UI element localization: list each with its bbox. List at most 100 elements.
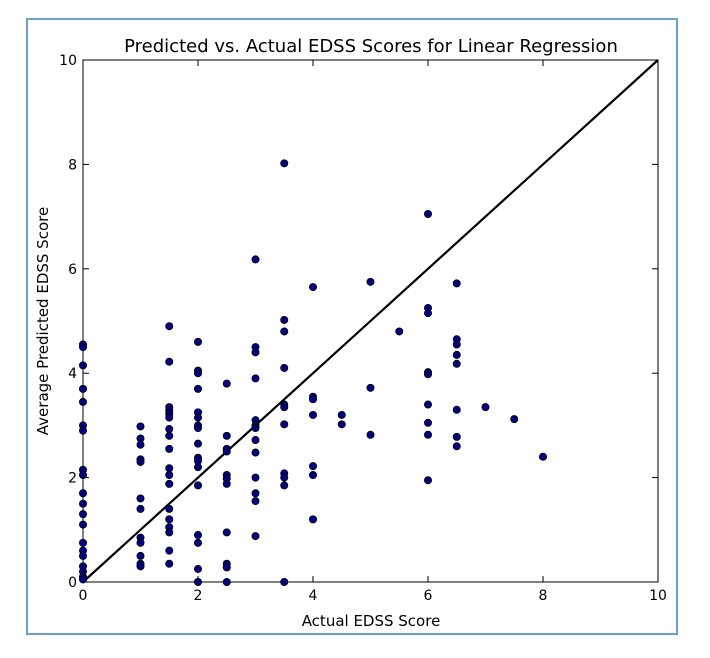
data-point (251, 436, 260, 445)
data-point (79, 499, 88, 508)
data-point (251, 374, 260, 383)
data-point (452, 359, 461, 368)
data-point (136, 551, 145, 560)
y-tick-label: 4 (68, 366, 77, 382)
data-point (308, 395, 317, 404)
x-tick-label: 4 (309, 588, 318, 604)
data-point (510, 415, 519, 424)
data-point (251, 489, 260, 498)
data-point (452, 350, 461, 359)
data-point (79, 538, 88, 547)
data-point (251, 255, 260, 264)
data-point (79, 361, 88, 370)
data-point (193, 439, 202, 448)
reference-line (82, 59, 659, 583)
data-point (280, 327, 289, 336)
data-point (165, 425, 174, 434)
data-point (79, 426, 88, 435)
data-point (395, 327, 404, 336)
x-axis-title: Actual EDSS Score (302, 612, 441, 630)
data-point (79, 575, 88, 584)
data-point (79, 510, 88, 519)
data-point (481, 403, 490, 412)
data-point (193, 384, 202, 393)
data-point (136, 538, 145, 547)
y-tick-label: 10 (59, 53, 77, 69)
data-point (222, 479, 231, 488)
data-point (452, 432, 461, 441)
data-point (79, 489, 88, 498)
data-point (452, 405, 461, 414)
data-point (251, 448, 260, 457)
data-point (193, 578, 202, 587)
x-tick-label: 6 (424, 588, 433, 604)
data-point (193, 337, 202, 346)
data-point (251, 424, 260, 433)
data-point (280, 403, 289, 412)
x-tick-label: 0 (79, 588, 88, 604)
data-point (193, 424, 202, 433)
data-point (280, 315, 289, 324)
x-tick-label: 2 (194, 588, 203, 604)
axis-tick-labels: 0 2 4 6 8 10 0 2 4 6 8 10 (59, 53, 667, 604)
data-point (308, 410, 317, 419)
data-point (165, 464, 174, 473)
data-point (452, 442, 461, 451)
data-point (222, 528, 231, 537)
data-point (136, 562, 145, 571)
data-point (222, 379, 231, 388)
data-point (165, 515, 174, 524)
data-point (79, 470, 88, 479)
data-point (423, 209, 432, 218)
data-point (539, 452, 548, 461)
data-point (165, 504, 174, 513)
data-point (452, 340, 461, 349)
data-point (136, 494, 145, 503)
data-point (308, 515, 317, 524)
data-point (251, 473, 260, 482)
data-point (165, 528, 174, 537)
data-point (222, 447, 231, 456)
y-tick-label: 2 (68, 471, 77, 487)
data-point (423, 309, 432, 318)
data-point (366, 277, 375, 286)
data-point (280, 481, 289, 490)
data-point (222, 578, 231, 587)
data-point (423, 400, 432, 409)
data-point (280, 578, 289, 587)
data-point (165, 413, 174, 422)
data-point (79, 384, 88, 393)
data-point (193, 369, 202, 378)
y-tick-label: 0 (68, 575, 77, 591)
data-point (280, 363, 289, 372)
data-point (193, 481, 202, 490)
y-axis-title: Average Predicted EDSS Score (34, 207, 52, 435)
data-point (366, 430, 375, 439)
data-point (251, 497, 260, 506)
data-point (222, 563, 231, 572)
x-tick-label: 8 (539, 588, 548, 604)
data-point (423, 430, 432, 439)
data-point (79, 343, 88, 352)
data-point (280, 420, 289, 429)
data-point (165, 546, 174, 555)
data-point (251, 532, 260, 541)
y-tick-label: 8 (68, 157, 77, 173)
data-point (193, 413, 202, 422)
data-point (136, 457, 145, 466)
data-point (165, 559, 174, 568)
data-points (79, 159, 548, 587)
data-point (423, 418, 432, 427)
data-point (280, 159, 289, 168)
data-point (165, 444, 174, 453)
data-point (165, 322, 174, 331)
data-point (193, 564, 202, 573)
data-point (165, 470, 174, 479)
data-point (366, 383, 375, 392)
data-point (337, 420, 346, 429)
data-point (193, 531, 202, 540)
chart-title: Predicted vs. Actual EDSS Scores for Lin… (124, 36, 618, 57)
data-point (79, 397, 88, 406)
data-point (136, 422, 145, 431)
